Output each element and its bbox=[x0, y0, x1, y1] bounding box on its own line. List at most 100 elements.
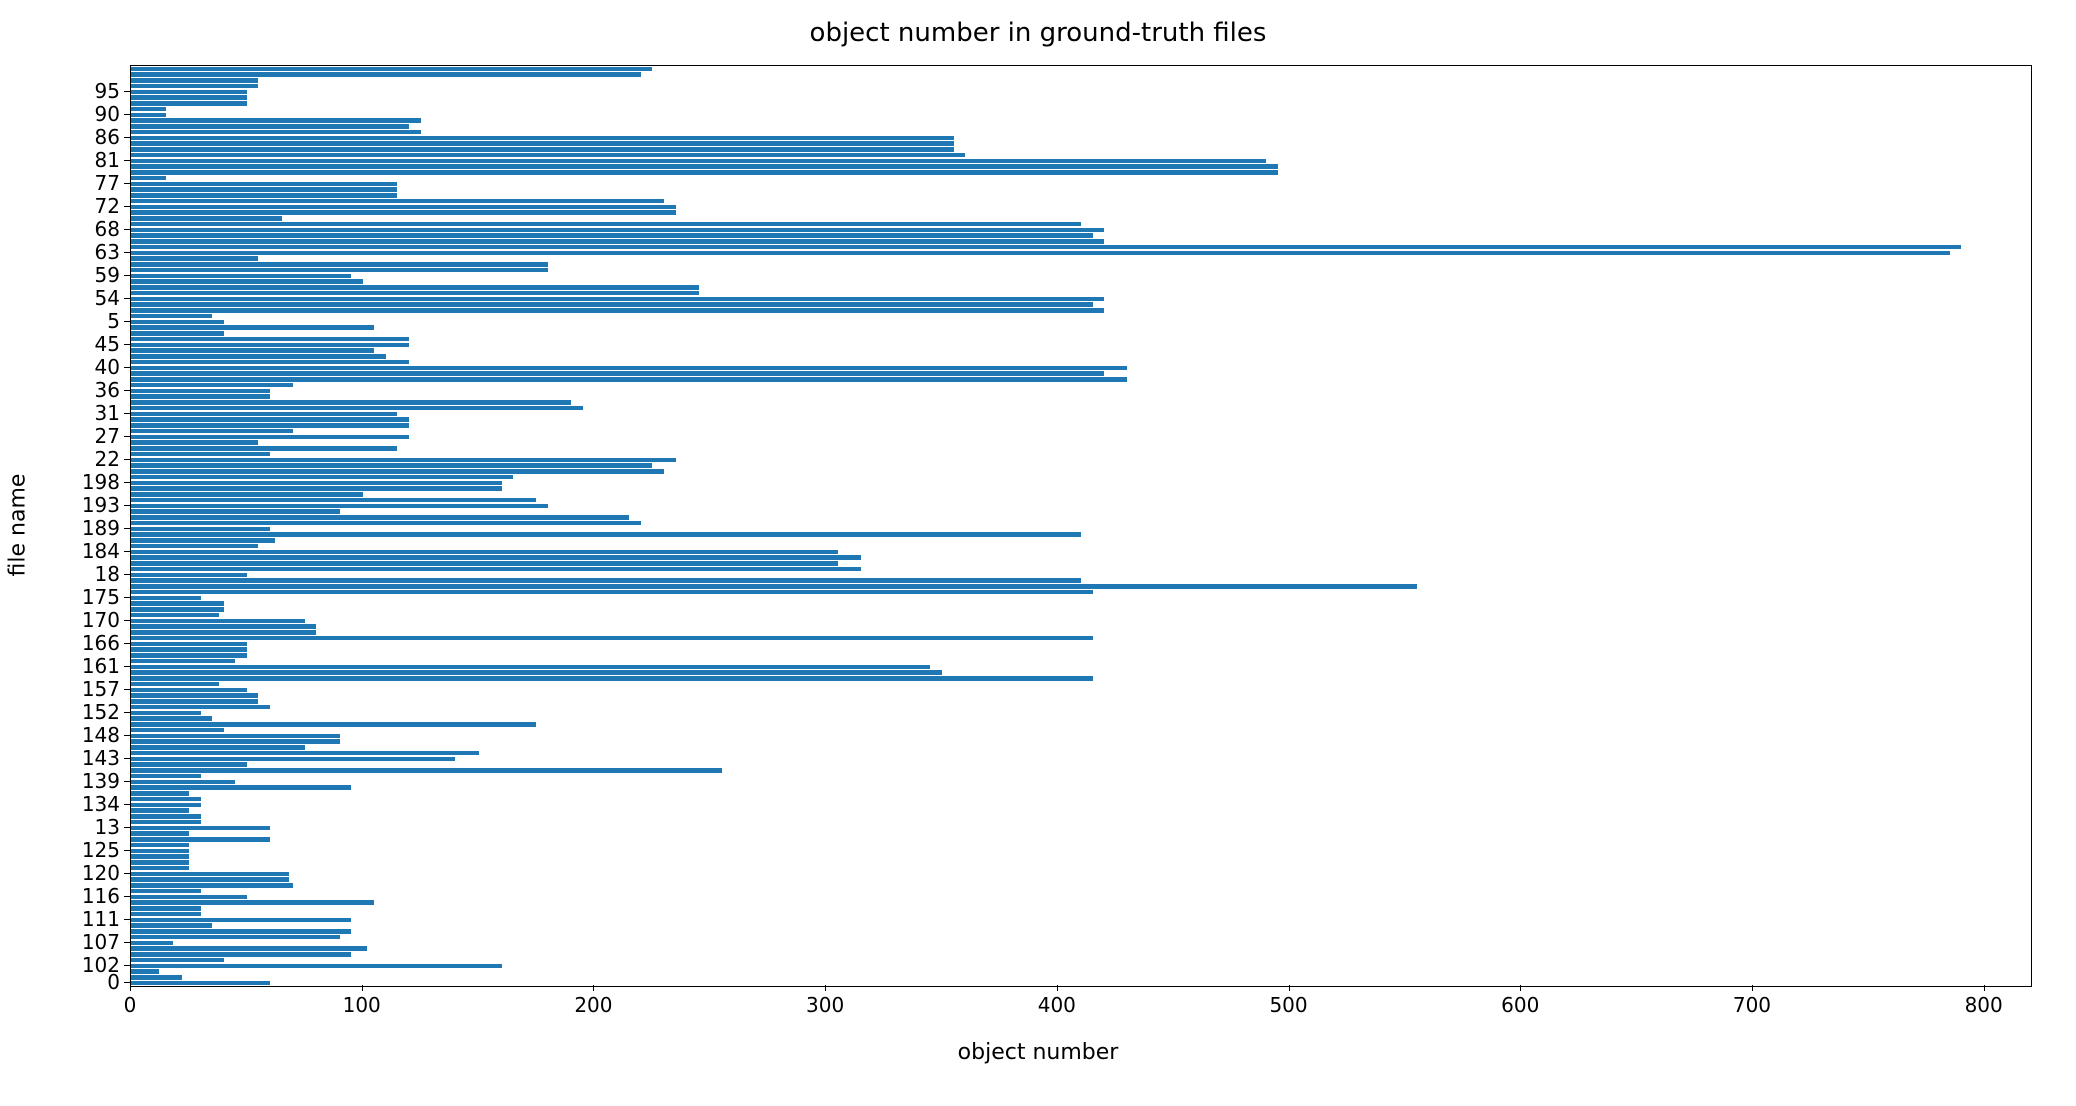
bar-row bbox=[131, 222, 2031, 227]
bar-row bbox=[131, 705, 2031, 710]
bar-row bbox=[131, 205, 2031, 210]
bar-row bbox=[131, 366, 2031, 371]
y-tick-mark bbox=[124, 298, 130, 299]
bar-row bbox=[131, 423, 2031, 428]
bar-row bbox=[131, 279, 2031, 284]
bar-row bbox=[131, 619, 2031, 624]
bar-row bbox=[131, 245, 2031, 250]
y-tick-label: 143 bbox=[82, 748, 120, 768]
y-tick-label: 63 bbox=[95, 242, 120, 262]
bar-row bbox=[131, 463, 2031, 468]
bar bbox=[131, 578, 1081, 583]
y-tick-mark bbox=[124, 620, 130, 621]
y-tick-mark bbox=[124, 183, 130, 184]
bar bbox=[131, 619, 305, 624]
bar bbox=[131, 113, 166, 118]
bar-row bbox=[131, 228, 2031, 233]
bar bbox=[131, 900, 374, 905]
bar bbox=[131, 509, 340, 514]
bar-row bbox=[131, 251, 2031, 256]
bar-row bbox=[131, 935, 2031, 940]
y-tick-mark bbox=[124, 574, 130, 575]
bar-row bbox=[131, 895, 2031, 900]
y-axis-label: file name bbox=[6, 474, 31, 577]
bar-row bbox=[131, 176, 2031, 181]
bar bbox=[131, 636, 1093, 641]
bar bbox=[131, 245, 1961, 250]
bar-row bbox=[131, 302, 2031, 307]
y-tick-mark bbox=[124, 505, 130, 506]
y-tick-label: 18 bbox=[95, 564, 120, 584]
bar bbox=[131, 90, 247, 95]
bar bbox=[131, 676, 1093, 681]
bar-row bbox=[131, 101, 2031, 106]
bar-row bbox=[131, 952, 2031, 957]
bar-row bbox=[131, 440, 2031, 445]
y-tick-label: 77 bbox=[95, 173, 120, 193]
bar-row bbox=[131, 509, 2031, 514]
x-tick-mark bbox=[825, 985, 826, 991]
bar-row bbox=[131, 946, 2031, 951]
y-tick-label: 157 bbox=[82, 679, 120, 699]
bar bbox=[131, 170, 1278, 175]
bar-row bbox=[131, 814, 2031, 819]
bar-row bbox=[131, 739, 2031, 744]
y-tick-label: 68 bbox=[95, 219, 120, 239]
bar-row bbox=[131, 118, 2031, 123]
bar-row bbox=[131, 193, 2031, 198]
bar bbox=[131, 147, 954, 152]
bar-row bbox=[131, 95, 2031, 100]
bar bbox=[131, 561, 838, 566]
bar-row bbox=[131, 745, 2031, 750]
bar bbox=[131, 182, 397, 187]
bar bbox=[131, 739, 340, 744]
x-tick-label: 800 bbox=[1965, 995, 2003, 1015]
bar-row bbox=[131, 72, 2031, 77]
bar bbox=[131, 872, 289, 877]
bar-row bbox=[131, 354, 2031, 359]
bar bbox=[131, 716, 212, 721]
bar bbox=[131, 889, 201, 894]
x-tick-label: 0 bbox=[124, 995, 137, 1015]
bar bbox=[131, 958, 224, 963]
x-tick-mark bbox=[1289, 985, 1290, 991]
bar bbox=[131, 366, 1127, 371]
bar bbox=[131, 314, 212, 319]
bar bbox=[131, 159, 1266, 164]
bar-row bbox=[131, 187, 2031, 192]
bar bbox=[131, 285, 699, 290]
bar bbox=[131, 394, 270, 399]
bar bbox=[131, 964, 502, 969]
bar bbox=[131, 205, 676, 210]
y-tick-label: 175 bbox=[82, 587, 120, 607]
bar-row bbox=[131, 923, 2031, 928]
bar-row bbox=[131, 314, 2031, 319]
y-tick-mark bbox=[124, 229, 130, 230]
y-tick-label: 139 bbox=[82, 771, 120, 791]
bar bbox=[131, 722, 536, 727]
y-tick-label: 198 bbox=[82, 472, 120, 492]
bar-row bbox=[131, 889, 2031, 894]
bar bbox=[131, 757, 455, 762]
bar-row bbox=[131, 918, 2031, 923]
bar-row bbox=[131, 860, 2031, 865]
bar-row bbox=[131, 147, 2031, 152]
bar-row bbox=[131, 481, 2031, 486]
bar-row bbox=[131, 521, 2031, 526]
y-tick-mark bbox=[124, 919, 130, 920]
y-tick-mark bbox=[124, 965, 130, 966]
bar bbox=[131, 682, 219, 687]
bar-row bbox=[131, 831, 2031, 836]
bar bbox=[131, 584, 1417, 589]
bar bbox=[131, 199, 664, 204]
bar-row bbox=[131, 550, 2031, 555]
bar bbox=[131, 607, 224, 612]
bar bbox=[131, 820, 201, 825]
bar-row bbox=[131, 210, 2031, 215]
bar bbox=[131, 354, 386, 359]
bar-row bbox=[131, 785, 2031, 790]
y-tick-label: 22 bbox=[95, 449, 120, 469]
bar bbox=[131, 659, 235, 664]
bar-row bbox=[131, 969, 2031, 974]
bar bbox=[131, 596, 201, 601]
